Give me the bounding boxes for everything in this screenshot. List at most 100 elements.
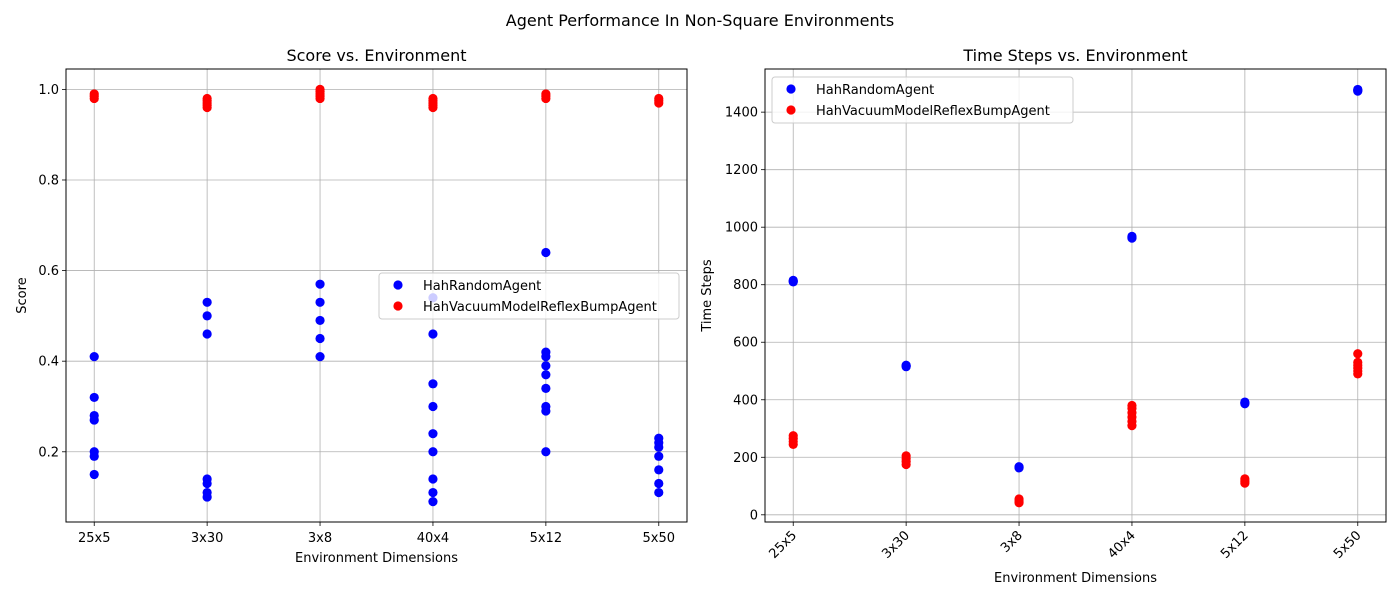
- data-point: [202, 93, 212, 104]
- y-axis-label: Score: [15, 277, 30, 313]
- x-tick-label: 3x8: [308, 531, 332, 546]
- data-point: [202, 487, 212, 498]
- y-tick-label: 1200: [725, 163, 758, 178]
- data-point: [541, 361, 551, 371]
- y-tick-label: 1.0: [38, 83, 59, 98]
- data-point: [788, 431, 798, 441]
- time-steps-chart: 25x5 3x30 3x8 40x4 5x12 5x50 0 200 400 600 800 1000…: [700, 46, 1387, 586]
- data-point: [202, 329, 212, 339]
- data-point: [1014, 494, 1024, 504]
- data-point: [428, 93, 438, 104]
- data-point: [1353, 349, 1363, 359]
- y-tick-label: 600: [733, 336, 758, 351]
- y-axis-label: Time Steps: [700, 259, 715, 333]
- legend-box: [771, 76, 1074, 124]
- legend-marker: [393, 301, 403, 311]
- y-tick-label: 400: [733, 393, 758, 408]
- data-point: [428, 447, 438, 457]
- data-point: [89, 352, 99, 362]
- y-tick-label: 0.6: [38, 264, 59, 279]
- data-point: [428, 497, 438, 507]
- x-tick-label: 5x50: [643, 531, 676, 546]
- data-point: [1353, 357, 1363, 367]
- data-point: [1014, 462, 1024, 472]
- data-point: [541, 370, 551, 380]
- y-tick-label: 1000: [725, 221, 758, 236]
- data-point: [428, 401, 438, 412]
- data-point: [202, 297, 212, 307]
- data-point: [901, 360, 911, 370]
- data-point: [1240, 474, 1250, 484]
- legend-label: HahVacuumModelReflexBumpAgent: [423, 300, 657, 315]
- x-tick-label: 5x50: [1331, 528, 1365, 562]
- y-tick-label: 0: [750, 508, 758, 523]
- data-point: [654, 465, 664, 475]
- data-point: [654, 93, 664, 104]
- data-point: [541, 447, 551, 457]
- legend-marker: [393, 280, 403, 290]
- data-point: [89, 469, 99, 480]
- data-point: [428, 429, 438, 439]
- score-chart: 25x5 3x30 3x8 40x4 5x12 5x50 0.2 0.4 0.6 0.8 1.0 Sc…: [15, 46, 688, 566]
- chart-title: Time Steps vs. Environment: [962, 46, 1187, 65]
- legend: HahRandomAgent HahVacuumModelReflexBumpAg…: [771, 76, 1074, 124]
- legend-box: [378, 272, 680, 320]
- data-point: [428, 474, 438, 484]
- x-tick-label: 40x4: [1105, 528, 1139, 562]
- data-point: [1127, 400, 1137, 411]
- x-tick-label: 5x12: [530, 531, 563, 546]
- data-point: [202, 311, 212, 321]
- x-tick-label: 3x30: [191, 531, 224, 546]
- y-tick-label: 0.2: [38, 445, 59, 460]
- x-tick-label: 40x4: [417, 531, 450, 546]
- data-point: [654, 478, 664, 489]
- data-point: [541, 401, 551, 412]
- y-tick-label: 0.8: [38, 173, 59, 188]
- data-point: [901, 451, 911, 461]
- legend: HahRandomAgent HahVacuumModelReflexBumpAg…: [378, 272, 680, 320]
- data-point: [315, 279, 325, 289]
- data-point: [315, 297, 325, 307]
- legend-label: HahRandomAgent: [423, 279, 541, 294]
- data-point: [428, 329, 438, 339]
- data-point: [315, 84, 325, 94]
- data-point: [1127, 231, 1137, 241]
- data-point: [428, 379, 438, 389]
- data-point: [654, 433, 664, 443]
- figure-title: Agent Performance In Non-Square Environm…: [506, 11, 894, 30]
- data-point: [315, 315, 325, 326]
- data-point: [89, 89, 99, 99]
- data-point: [1353, 84, 1363, 95]
- legend-label: HahRandomAgent: [816, 83, 934, 98]
- x-tick-label: 25x5: [766, 528, 800, 562]
- data-point: [654, 451, 664, 461]
- y-tick-label: 800: [733, 278, 758, 293]
- data-point: [315, 333, 325, 344]
- data-point: [89, 447, 99, 457]
- chart-title: Score vs. Environment: [286, 46, 466, 65]
- x-axis-label: Environment Dimensions: [994, 571, 1157, 586]
- plot-frame: [65, 68, 688, 523]
- data-point: [1240, 397, 1250, 407]
- legend-marker: [786, 84, 796, 94]
- y-tick-label: 200: [733, 451, 758, 466]
- data-point: [89, 392, 99, 403]
- y-tick-label: 1400: [725, 106, 758, 121]
- x-axis-label: Environment Dimensions: [295, 551, 458, 566]
- data-point: [89, 410, 99, 421]
- data-point: [654, 487, 664, 498]
- data-point: [428, 487, 438, 498]
- legend-label: HahVacuumModelReflexBumpAgent: [816, 104, 1050, 119]
- x-tick-label: 3x8: [998, 528, 1026, 556]
- data-point: [315, 352, 325, 362]
- legend-marker: [786, 105, 796, 115]
- data-point: [541, 383, 551, 393]
- plot-frame: [764, 68, 1387, 523]
- x-tick-label: 5x12: [1218, 528, 1252, 562]
- x-tick-label: 3x30: [879, 528, 913, 562]
- data-point: [788, 275, 798, 285]
- data-point: [541, 247, 551, 258]
- x-tick-label: 25x5: [78, 531, 111, 546]
- y-tick-label: 0.4: [38, 355, 59, 370]
